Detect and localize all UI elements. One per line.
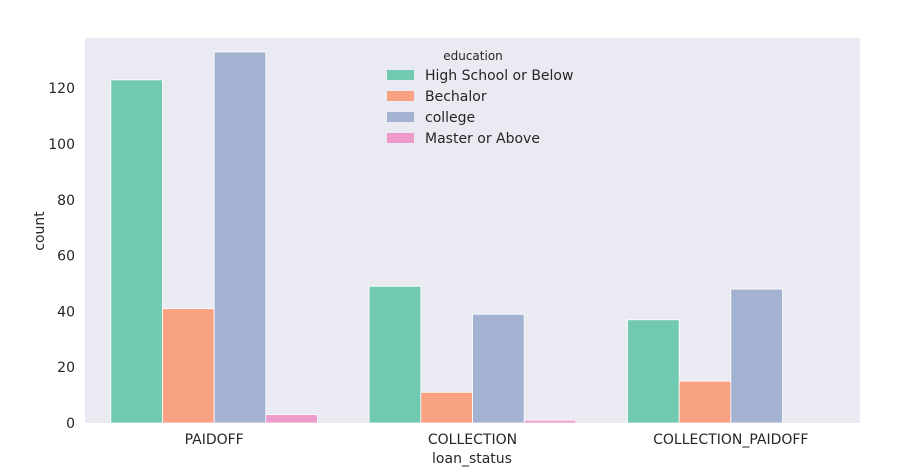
bar (265, 414, 318, 424)
bar (110, 79, 163, 424)
y-tick-label: 0 (66, 416, 75, 432)
x-tick-labels: PAIDOFF COLLECTION COLLECTION_PAIDOFF (185, 432, 809, 448)
legend-swatch (387, 70, 414, 80)
y-tick-label: 100 (48, 137, 75, 153)
bar (472, 313, 525, 424)
bar (678, 380, 732, 424)
legend-title: education (443, 49, 503, 63)
y-tick-label: 40 (57, 304, 75, 320)
y-tick-labels: 0 20 40 60 80 100 120 (48, 81, 75, 432)
legend-swatch (387, 133, 414, 143)
y-tick-label: 80 (57, 193, 75, 209)
bars-group (110, 51, 783, 424)
y-tick-label: 20 (57, 360, 75, 376)
bar (420, 391, 473, 424)
y-tick-label: 120 (48, 81, 75, 97)
x-axis-label: loan_status (432, 451, 512, 467)
bar (523, 419, 577, 424)
legend-swatch (387, 112, 414, 122)
legend-swatch (387, 91, 414, 101)
bar (213, 51, 267, 424)
legend-label: High School or Below (425, 68, 573, 84)
legend: education High School or Below Bechalor co… (387, 49, 573, 147)
bar (627, 319, 680, 424)
x-tick-label: PAIDOFF (185, 432, 244, 448)
x-tick-label: COLLECTION_PAIDOFF (653, 432, 808, 448)
legend-label: Bechalor (425, 89, 487, 105)
bar (730, 288, 783, 424)
y-axis-label: count (32, 211, 48, 251)
legend-label: Master or Above (425, 131, 540, 147)
legend-label: college (425, 110, 475, 126)
bar (368, 285, 422, 424)
bar (162, 308, 215, 424)
x-tick-label: COLLECTION (428, 432, 517, 448)
y-tick-label: 60 (57, 249, 75, 265)
